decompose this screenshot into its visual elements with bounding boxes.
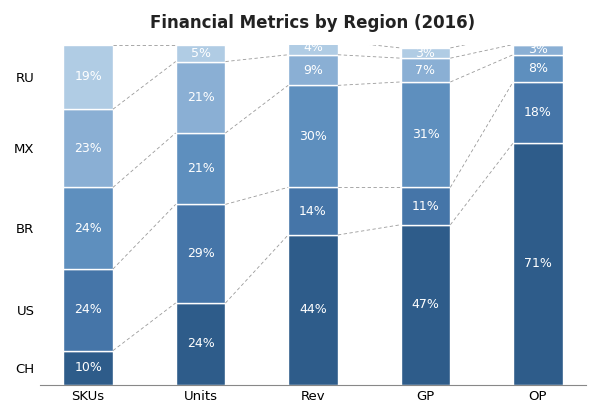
Bar [288, 85, 338, 187]
Bar [176, 303, 226, 384]
Text: 31%: 31% [412, 128, 439, 141]
Text: 24%: 24% [74, 222, 102, 235]
Bar [63, 187, 113, 269]
Text: 3%: 3% [528, 33, 548, 46]
Bar [513, 34, 563, 45]
Text: 21%: 21% [187, 91, 214, 104]
Text: 9%: 9% [303, 63, 323, 77]
Text: 3%: 3% [528, 43, 548, 56]
Bar [401, 225, 451, 384]
Bar [176, 45, 226, 62]
Bar [401, 82, 451, 187]
Text: 18%: 18% [524, 106, 552, 119]
Bar [63, 45, 113, 109]
Text: 30%: 30% [299, 130, 327, 143]
Text: 7%: 7% [415, 63, 436, 77]
Text: 44%: 44% [299, 303, 327, 316]
Text: 71%: 71% [524, 257, 552, 270]
Bar [176, 204, 226, 303]
Bar [63, 269, 113, 351]
Bar [63, 109, 113, 187]
Bar [288, 41, 338, 55]
Text: 24%: 24% [187, 337, 214, 350]
Bar [176, 133, 226, 204]
Bar [63, 351, 113, 384]
Text: 3%: 3% [416, 47, 436, 60]
Text: 19%: 19% [74, 70, 102, 83]
Bar [513, 143, 563, 384]
Text: 29%: 29% [187, 247, 214, 260]
Bar [401, 58, 451, 82]
Text: 24%: 24% [74, 303, 102, 316]
Bar [513, 82, 563, 143]
Text: 4%: 4% [303, 41, 323, 55]
Text: 11%: 11% [412, 200, 439, 213]
Bar [401, 48, 451, 58]
Text: 10%: 10% [74, 361, 102, 374]
Text: 5%: 5% [191, 47, 211, 60]
Bar [513, 55, 563, 82]
Bar [288, 55, 338, 85]
Text: 14%: 14% [299, 205, 327, 218]
Bar [288, 235, 338, 384]
Title: Financial Metrics by Region (2016): Financial Metrics by Region (2016) [151, 14, 476, 32]
Bar [513, 45, 563, 55]
Bar [401, 187, 451, 225]
Text: 21%: 21% [187, 162, 214, 175]
Bar [288, 187, 338, 235]
Text: 47%: 47% [412, 298, 439, 311]
Text: 23%: 23% [74, 142, 102, 155]
Text: 8%: 8% [528, 62, 548, 75]
Bar [176, 62, 226, 133]
